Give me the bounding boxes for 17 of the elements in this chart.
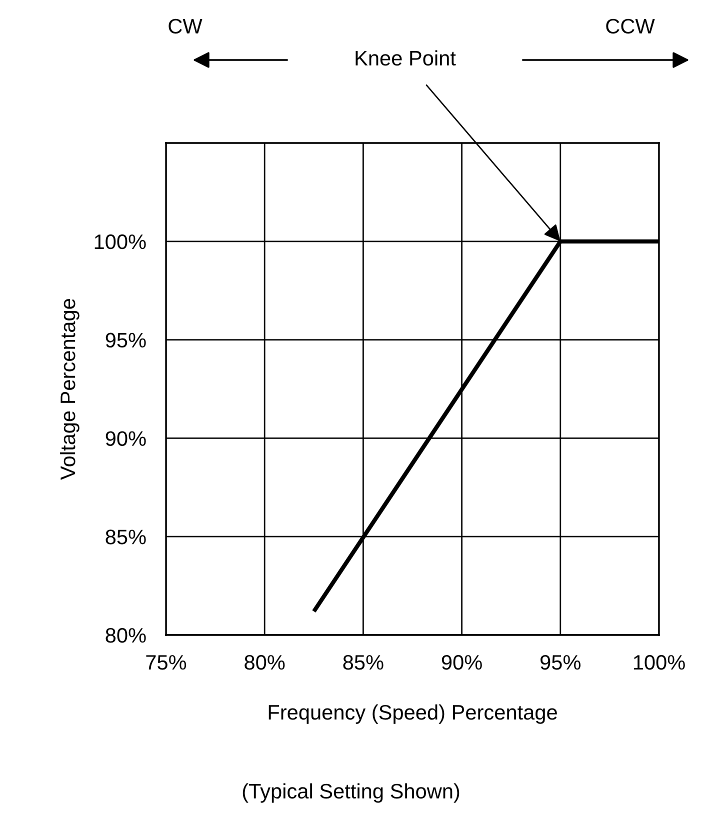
x-tick-label: 95% bbox=[540, 654, 581, 670]
y-tick-label: 100% bbox=[94, 234, 146, 250]
text: (Typical Setting Shown) bbox=[242, 783, 460, 803]
y-axis-title: Voltage Percentage bbox=[60, 298, 80, 480]
x-axis-title: Frequency (Speed) Percentage bbox=[268, 704, 557, 724]
annotation: Knee Point bbox=[356, 50, 456, 66]
x-tick-label: 100% bbox=[634, 654, 685, 670]
text: CCW bbox=[606, 18, 655, 34]
y-tick-label: 90% bbox=[106, 431, 146, 446]
y-tick-label: 85% bbox=[106, 530, 146, 544]
y-tick-label: 95% bbox=[106, 332, 146, 348]
y-tick-label: 80% bbox=[106, 628, 146, 643]
text: CW bbox=[168, 18, 202, 34]
x-tick-label: 90% bbox=[442, 654, 482, 670]
x-tick-label: 75% bbox=[146, 655, 186, 670]
x-tick-label: 85% bbox=[343, 654, 384, 670]
x-tick-label: 80% bbox=[244, 654, 285, 670]
